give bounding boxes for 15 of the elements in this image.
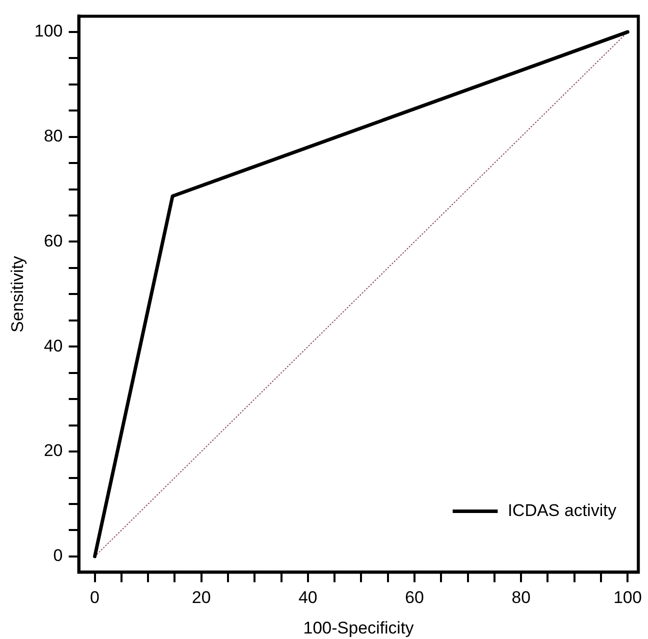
x-tick-label: 0 xyxy=(90,588,100,608)
x-axis-title: 100-Specificity xyxy=(303,618,414,638)
y-tick-label: 0 xyxy=(53,546,63,566)
x-tick-label: 40 xyxy=(298,588,318,608)
y-tick-label: 80 xyxy=(44,126,63,146)
x-tick-label: 80 xyxy=(512,588,531,608)
y-tick-label: 100 xyxy=(34,22,63,41)
x-tick-label: 60 xyxy=(405,588,424,608)
y-tick-label: 60 xyxy=(44,231,63,250)
x-tick-label: 100 xyxy=(613,588,642,608)
y-tick-label: 40 xyxy=(44,336,63,356)
y-tick-label: 20 xyxy=(44,441,63,460)
legend-label: ICDAS activity xyxy=(508,500,617,520)
y-axis-title: Sensitivity xyxy=(8,255,27,332)
x-tick-label: 20 xyxy=(192,588,211,608)
